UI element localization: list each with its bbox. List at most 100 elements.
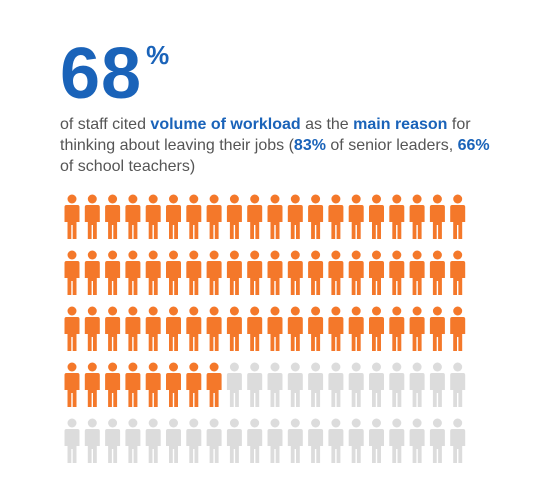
person-icon [429,362,445,407]
person-icon [84,194,100,239]
person-icon [186,194,202,239]
desc-highlight-main-reason: main reason [353,116,448,133]
headline-stat: 68 % [60,38,169,110]
person-icon [389,418,405,463]
desc-text-3: for thinking about leaving their jobs ( [60,116,471,154]
person-icon [348,306,364,351]
person-icon [226,194,242,239]
person-icon [369,418,384,463]
person-icon [206,250,222,295]
person-icon [348,362,364,407]
person-icon [105,250,121,295]
person-icon [328,250,344,295]
person-icon [287,306,303,351]
person-icon [247,250,263,295]
person-icon [64,250,80,295]
person-icon [84,250,100,295]
person-icon [64,194,80,239]
person-icon [186,362,202,407]
person-icon [348,418,364,463]
person-icon [105,362,121,407]
person-icon [328,362,344,407]
person-icon [206,362,222,407]
person-icon [450,250,466,295]
person-icon [125,306,141,351]
desc-text-4: of senior leaders, [325,137,458,154]
person-icon [409,194,425,239]
headline-percent-sign: % [146,40,170,70]
person-icon [369,194,384,239]
person-icon [166,362,181,407]
person-icon [409,306,425,351]
person-icon [308,194,324,239]
person-icon [267,418,283,463]
person-icon [125,418,141,463]
person-icon [125,362,141,407]
person-icon [429,418,445,463]
person-icon [206,418,222,463]
person-icon [267,306,283,351]
person-icon [84,362,100,407]
person-icon [247,306,263,351]
person-icon [226,250,242,295]
person-icon [429,306,445,351]
desc-highlight-workload: volume of workload [150,116,301,133]
person-icon [145,418,161,463]
person-icon [145,194,161,239]
person-icon [145,250,161,295]
desc-text-1: of staff cited [60,116,151,133]
person-icon [166,250,181,295]
person-icon [84,418,100,463]
person-icon [105,306,121,351]
person-icon [64,418,80,463]
person-icon [186,418,202,463]
person-icon [328,418,344,463]
person-icon [247,362,263,407]
person-icon [166,418,181,463]
person-icon [105,418,121,463]
stat-description: of staff cited volume of workload as the… [60,114,500,177]
person-icon [287,250,303,295]
person-icon [389,306,405,351]
person-icon [369,250,384,295]
person-icon [450,306,466,351]
person-icon [450,418,466,463]
desc-text-2: as the [300,116,354,133]
person-icon [308,306,324,351]
person-icon [308,362,324,407]
person-icon [287,362,303,407]
person-icon [166,194,181,239]
person-icon [226,418,242,463]
person-icon [389,250,405,295]
person-icon [84,306,100,351]
person-icon [64,306,80,351]
person-icon [328,306,344,351]
person-icon [287,418,303,463]
person-icon [206,306,222,351]
person-icon [105,194,121,239]
person-icon [125,250,141,295]
person-icon [287,194,303,239]
person-icon [186,250,202,295]
person-icon [145,306,161,351]
person-icon [429,194,445,239]
person-icon [166,306,181,351]
person-icon [267,362,283,407]
person-icon [125,194,141,239]
person-icon [389,194,405,239]
person-icon [247,418,263,463]
person-icon [145,362,161,407]
person-icon [328,194,344,239]
person-icon [186,306,202,351]
desc-highlight-senior-pct: 83% [293,137,326,154]
person-icon [348,250,364,295]
person-icon [308,250,324,295]
person-icon [226,306,242,351]
desc-text-5: of school teachers) [60,158,196,175]
person-icon [369,362,384,407]
person-icon [389,362,405,407]
person-icon [450,194,466,239]
desc-highlight-teacher-pct: 66% [457,137,490,154]
person-icon [450,362,466,407]
